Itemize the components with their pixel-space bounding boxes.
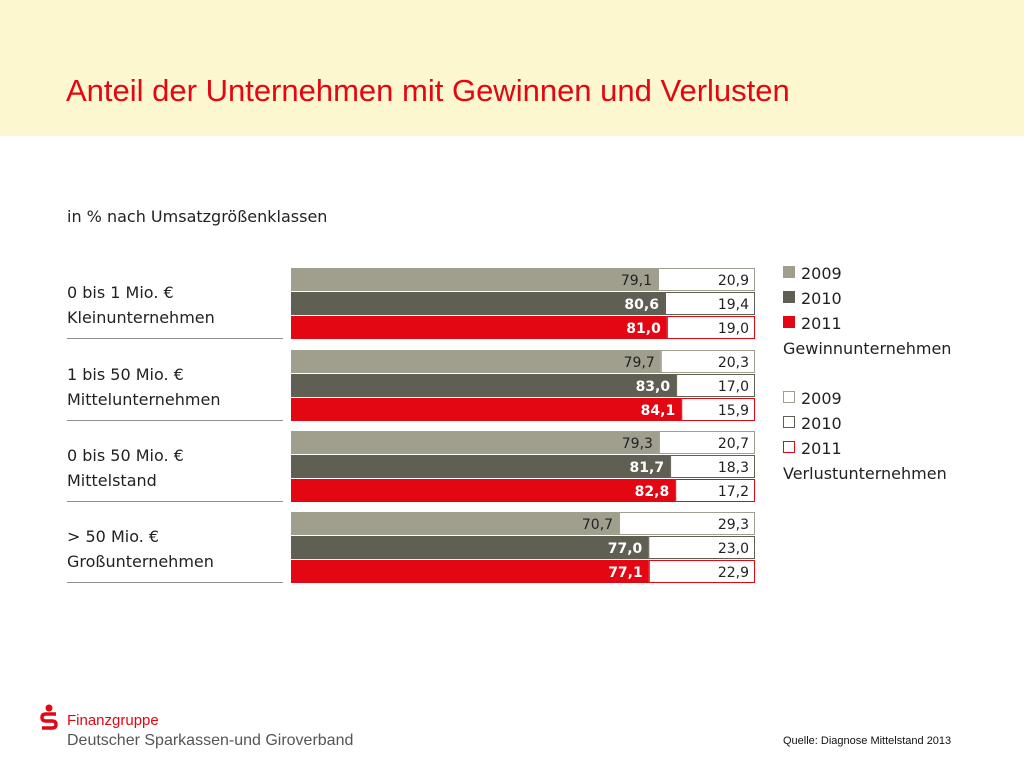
data-label-verlust: 20,3 (718, 355, 749, 371)
legend-swatch (783, 316, 795, 328)
legend-item: 2010 (783, 286, 951, 311)
header-band: Anteil der Unternehmen mit Gewinnen und … (0, 0, 1024, 136)
legend-swatch (783, 416, 795, 428)
data-label-verlust: 23,0 (718, 541, 749, 557)
legend-item: 2011 (783, 436, 947, 461)
legend-label: 2010 (801, 414, 842, 433)
bar-verlust-2011 (648, 560, 756, 583)
bar-verlust-2009 (658, 431, 756, 454)
category-label: 1 bis 50 Mio. € Mittelunternehmen (67, 362, 283, 421)
data-label-gewinn: 77,0 (608, 541, 643, 557)
legend-swatch (783, 391, 795, 403)
bar-verlust-2010 (648, 536, 756, 559)
bar-gewinn-2009 (291, 512, 620, 535)
data-label-verlust: 17,2 (718, 484, 749, 500)
bar-verlust-2010 (676, 374, 755, 397)
legend-label: 2011 (801, 439, 842, 458)
data-label-verlust: 19,4 (718, 297, 749, 313)
bar-verlust-2009 (619, 512, 755, 535)
bar-verlust-2009 (658, 268, 755, 291)
data-label-verlust: 19,0 (718, 321, 749, 337)
legend-caption: Verlustunternehmen (783, 464, 947, 483)
data-label-verlust: 17,0 (718, 379, 749, 395)
bar-gewinn-2011 (291, 316, 667, 339)
category-label-range: 0 bis 1 Mio. € (67, 283, 174, 302)
chart-subtitle: in % nach Umsatzgrößenklassen (67, 207, 328, 226)
data-label-gewinn: 79,3 (622, 436, 653, 452)
legend-swatch (783, 266, 795, 278)
data-label-gewinn: 81,7 (630, 460, 665, 476)
data-label-gewinn: 79,7 (624, 355, 655, 371)
legend-swatch (783, 441, 795, 453)
legend-item: 2009 (783, 261, 951, 286)
category-label-name: Mittelunternehmen (67, 390, 221, 409)
bar-gewinn-2010 (291, 536, 649, 559)
bar-gewinn-2011 (291, 560, 649, 583)
data-label-verlust: 22,9 (718, 565, 749, 581)
bar-verlust-2010 (664, 292, 756, 315)
category-label-name: Kleinunternehmen (67, 308, 215, 327)
legend-item: 2010 (783, 411, 947, 436)
source-note: Quelle: Diagnose Mittelstand 2013 (783, 735, 952, 747)
data-label-gewinn: 77,1 (608, 565, 643, 581)
bar-gewinn-2010 (291, 455, 671, 478)
legend-item: 2011 (783, 311, 951, 336)
data-label-verlust: 15,9 (718, 403, 749, 419)
sparkasse-logo-icon (40, 704, 58, 730)
bar-gewinn-2010 (291, 374, 677, 397)
category-label-range: 1 bis 50 Mio. € (67, 365, 184, 384)
data-label-verlust: 18,3 (718, 460, 749, 476)
data-label-verlust: 29,3 (718, 517, 749, 533)
bar-gewinn-2011 (291, 398, 682, 421)
page-title: Anteil der Unternehmen mit Gewinnen und … (66, 73, 790, 108)
legend-caption: Gewinnunternehmen (783, 339, 952, 358)
category-label: > 50 Mio. € Großunternehmen (67, 524, 283, 583)
data-label-gewinn: 79,1 (621, 273, 652, 289)
bar-gewinn-2011 (291, 479, 676, 502)
legend-label: 2010 (801, 289, 842, 308)
bar-verlust-2011 (681, 398, 755, 421)
bar-verlust-2010 (670, 455, 756, 478)
bar-gewinn-2009 (291, 268, 659, 291)
legend-swatch (783, 291, 795, 303)
category-label: 0 bis 1 Mio. € Kleinunternehmen (67, 280, 283, 339)
category-label-range: 0 bis 50 Mio. € (67, 446, 184, 465)
brand-line-1: Finanzgruppe (67, 712, 159, 729)
legend-verlust: 2009 2010 2011 Verlustunternehmen (783, 386, 947, 486)
bar-gewinn-2010 (291, 292, 665, 315)
category-label-name: Großunternehmen (67, 552, 214, 571)
data-label-gewinn: 81,0 (626, 321, 661, 337)
bar-verlust-2011 (666, 316, 756, 339)
brand-line-2: Deutscher Sparkassen-und Giroverband (67, 732, 354, 749)
legend-label: 2011 (801, 314, 842, 333)
data-label-gewinn: 70,7 (582, 517, 613, 533)
data-label-gewinn: 80,6 (624, 297, 659, 313)
legend-label: 2009 (801, 264, 842, 283)
bar-gewinn-2009 (291, 431, 659, 454)
data-label-gewinn: 83,0 (636, 379, 671, 395)
bar-verlust-2011 (675, 479, 756, 502)
legend-item: 2009 (783, 386, 947, 411)
bar-gewinn-2009 (291, 350, 661, 373)
legend-gewinn: 2009 2010 2011 Gewinnunternehmen (783, 261, 951, 361)
bar-verlust-2009 (660, 350, 755, 373)
category-label-name: Mittelstand (67, 471, 157, 490)
category-label-range: > 50 Mio. € (67, 527, 160, 546)
data-label-verlust: 20,9 (718, 273, 749, 289)
data-label-gewinn: 82,8 (635, 484, 670, 500)
data-label-verlust: 20,7 (718, 436, 749, 452)
data-label-gewinn: 84,1 (641, 403, 676, 419)
category-label: 0 bis 50 Mio. € Mittelstand (67, 443, 283, 502)
legend-label: 2009 (801, 389, 842, 408)
